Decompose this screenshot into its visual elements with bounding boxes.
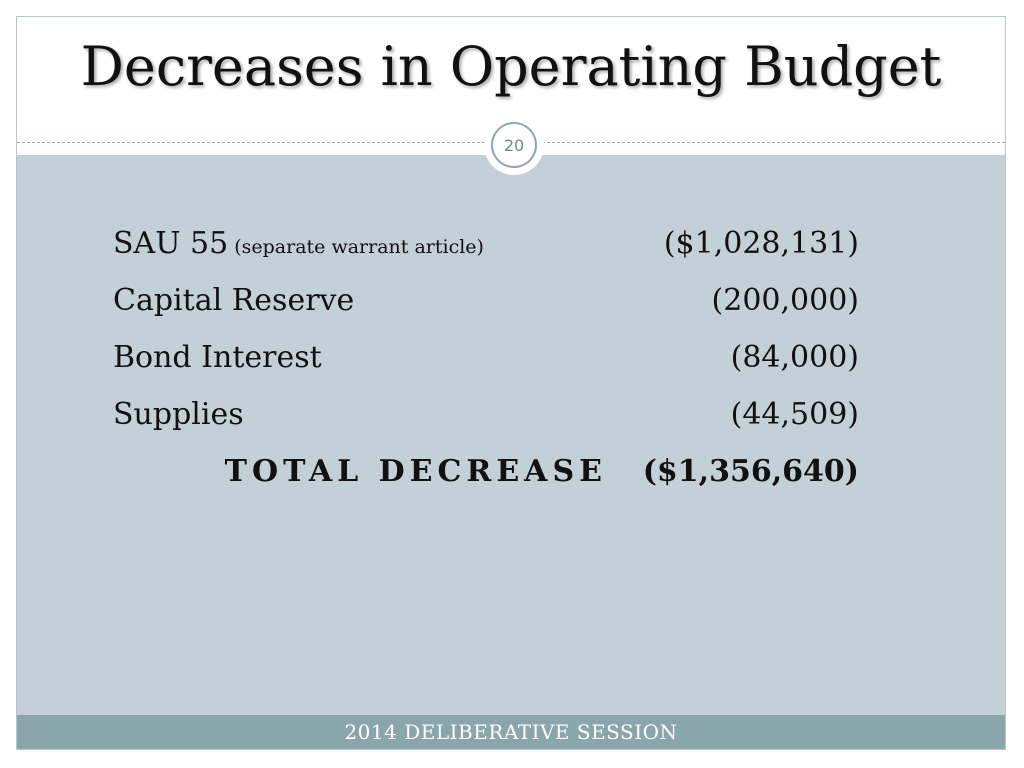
budget-row: Supplies (44,509) — [113, 386, 859, 443]
total-label: TOTAL DECREASE — [224, 454, 607, 489]
row-amount: ($1,028,131) — [663, 226, 859, 261]
row-label: Supplies — [113, 397, 244, 432]
row-label: Capital Reserve — [113, 283, 355, 318]
footer-text: 2014 DELIBERATIVE SESSION — [344, 720, 678, 744]
content-panel — [17, 155, 1005, 716]
row-amount: (44,509) — [730, 397, 859, 432]
budget-row: Bond Interest (84,000) — [113, 329, 859, 386]
row-label: SAU 55 — [113, 226, 229, 261]
budget-table: SAU 55 (separate warrant article) ($1,028… — [113, 215, 859, 500]
row-amount: (84,000) — [730, 340, 859, 375]
row-note: (separate warrant article) — [234, 236, 484, 258]
total-amount: ($1,356,640) — [642, 454, 859, 489]
page-number: 20 — [491, 122, 537, 168]
page-number-badge: 20 — [484, 115, 544, 175]
slide-title: Decreases in Operating Budget — [80, 35, 942, 98]
row-label-wrap: SAU 55 (separate warrant article) — [113, 215, 484, 276]
total-row: TOTAL DECREASE ($1,356,640) — [113, 443, 859, 500]
slide: Decreases in Operating Budget 20 SAU 55(… — [16, 16, 1006, 750]
slide-footer: 2014 DELIBERATIVE SESSION — [17, 715, 1005, 749]
row-label: Bond Interest — [113, 340, 322, 375]
budget-row: SAU 55 (separate warrant article) ($1,028… — [113, 215, 859, 272]
budget-row: Capital Reserve (200,000) — [113, 272, 859, 329]
row-amount: (200,000) — [711, 283, 859, 318]
